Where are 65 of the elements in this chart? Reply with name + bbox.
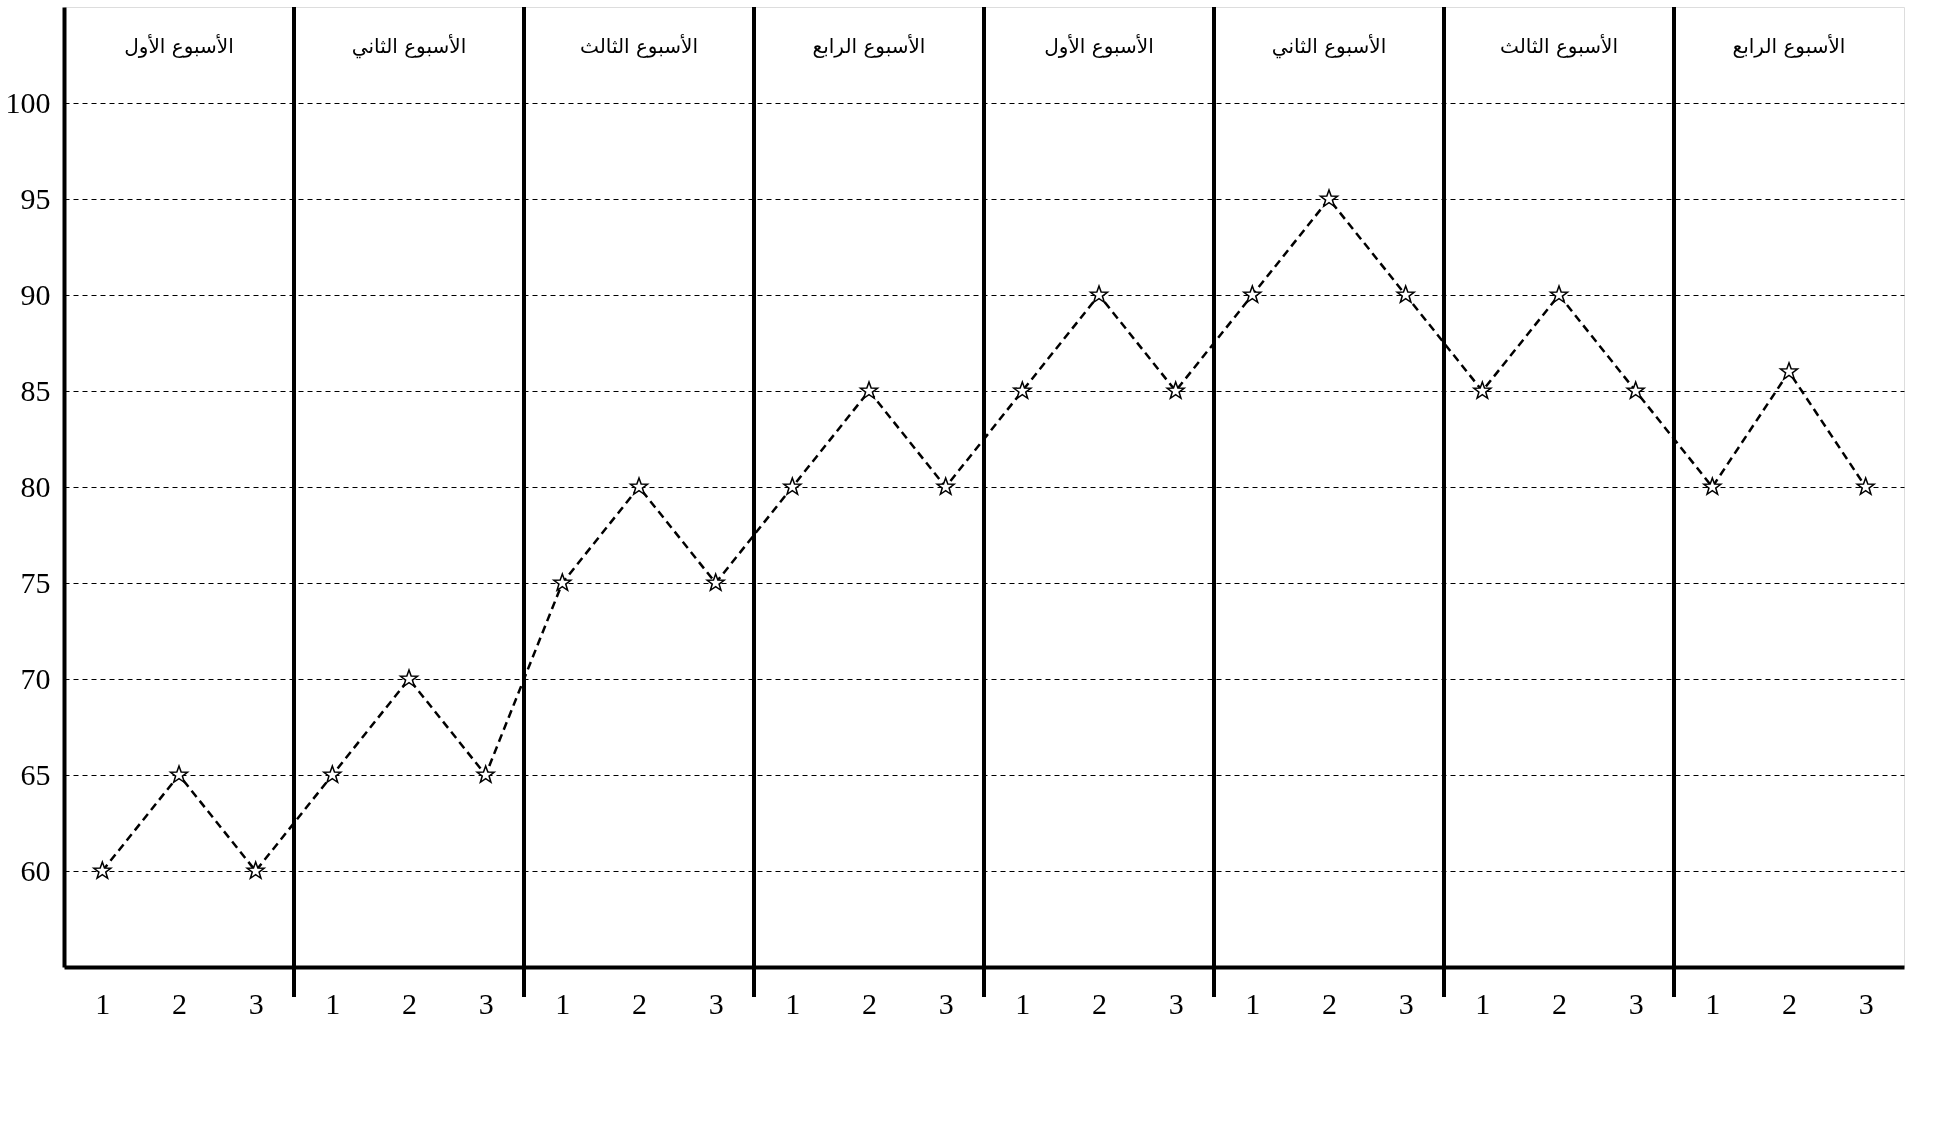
x-tick-label: 1 [1015,986,1031,1020]
point [936,477,955,495]
x-tick-label: 2 [1782,986,1797,1020]
x-tick-label: 1 [785,986,801,1020]
x-tick-label: 2 [402,986,417,1020]
x-tick-label: 3 [1858,986,1874,1020]
point [553,573,572,591]
x-tick-label: 3 [478,986,494,1020]
x-tick-label: 2 [1322,986,1337,1020]
x-tick-label: 3 [1168,986,1184,1020]
y-tick-label: 85 [20,373,51,407]
point [1779,362,1799,380]
x-tick-label: 1 [95,986,111,1020]
y-tick-label: 90 [20,277,51,311]
point [859,381,879,399]
y-tick-label: 95 [20,181,51,215]
point [1319,189,1339,207]
y-tick-label: 60 [20,853,51,887]
x-tick-label: 2 [632,986,647,1020]
x-tick-label: 1 [555,986,571,1020]
annotation: الأسبوع الرابع [1732,34,1846,58]
point [783,477,802,495]
point [1856,477,1875,495]
point [476,765,495,783]
x-tick-label: 2 [1092,986,1107,1020]
y-tick-label: 70 [20,661,51,695]
annotation: الأسبوع الأول [1044,34,1154,58]
x-tick-label: 1 [325,986,341,1020]
point [93,861,112,879]
annotation: الأسبوع الثالث [1500,34,1618,58]
x-tick-label: 1 [1245,986,1261,1020]
x-tick-label: 2 [172,986,187,1020]
point [629,477,649,495]
annotation: الأسبوع الثالث [580,34,698,58]
point [1626,381,1645,399]
y-tick-label: 65 [20,757,51,791]
point [1703,477,1722,495]
point [1396,285,1415,303]
point [1243,285,1262,303]
point [246,861,265,879]
x-tick-label: 2 [862,986,877,1020]
x-tick-label: 3 [708,986,724,1020]
x-tick-label: 3 [938,986,954,1020]
annotation: الأسبوع الثاني [351,34,467,59]
point [1089,285,1109,303]
x-tick-label: 3 [1398,986,1414,1020]
point [1166,381,1185,399]
annotation: الأسبوع الرابع [812,34,926,58]
point [706,573,725,591]
point [1013,381,1032,399]
x-tick-label: 3 [248,986,264,1020]
x-tick-label: 2 [1552,986,1567,1020]
x-tick-label: 1 [1705,986,1721,1020]
point [323,765,342,783]
annotation: الأسبوع الثاني [1271,34,1387,59]
point [399,669,419,687]
x-tick-label: 3 [1628,986,1644,1020]
annotation: الأسبوع الأول [124,34,234,58]
y-tick-label: 100 [5,85,51,119]
point [1473,381,1492,399]
y-tick-label: 75 [20,565,51,599]
point [1549,285,1569,303]
y-tick-label: 80 [20,469,51,503]
point [169,765,189,783]
x-tick-label: 1 [1475,986,1491,1020]
